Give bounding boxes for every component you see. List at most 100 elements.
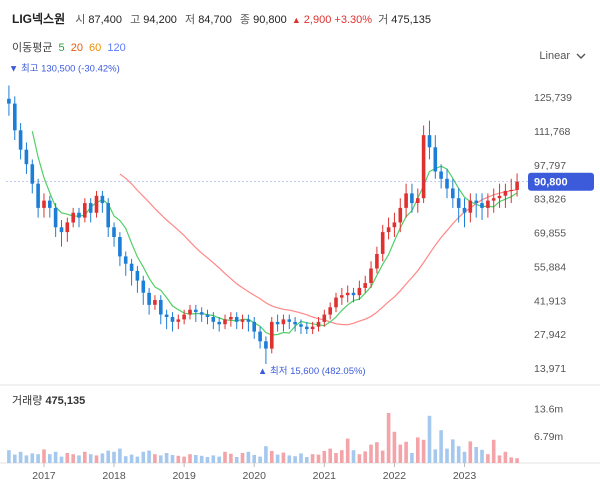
volume-bar	[451, 439, 455, 463]
candle-body	[281, 319, 286, 325]
volume-bar	[30, 453, 35, 463]
candle-body	[264, 341, 268, 349]
candle-body	[445, 178, 449, 189]
candle-body	[112, 227, 116, 237]
volume-bar	[392, 431, 397, 463]
volume-bar	[416, 437, 420, 463]
volume-panel-value: 475,135	[45, 395, 86, 407]
volume-bar	[351, 450, 356, 463]
volume-bar	[88, 454, 93, 463]
candle-body	[421, 135, 426, 199]
volume-bar	[380, 450, 385, 463]
ma-5: 5	[58, 42, 65, 54]
y-tick-label: 125,739	[534, 92, 572, 104]
volume-panel-title: 거래량 475,135	[12, 392, 85, 408]
candle-body	[182, 314, 186, 320]
volume-bar	[170, 455, 175, 463]
volume-bar	[77, 455, 81, 463]
volume-bar	[375, 442, 379, 463]
candle-body	[246, 319, 251, 322]
candle-body	[159, 300, 163, 315]
candle-body	[135, 270, 140, 281]
y-tick-label: 55,884	[534, 261, 566, 273]
x-tick-label: 2017	[32, 470, 56, 482]
candle-body	[240, 319, 245, 322]
high-label: 고	[130, 14, 141, 26]
volume-bar	[7, 450, 11, 463]
candle-body	[340, 295, 344, 298]
candle-body	[480, 203, 484, 208]
candle-body	[59, 227, 64, 233]
candle-body	[351, 292, 356, 296]
volume-bar	[509, 457, 513, 463]
candle-body	[491, 198, 496, 201]
low-label: 저	[185, 14, 196, 26]
candle-body	[211, 317, 216, 322]
candle-body	[398, 207, 403, 223]
candle-body	[427, 135, 432, 148]
candle-body	[153, 300, 157, 305]
open-value: 87,400	[88, 14, 123, 26]
volume-panel-label: 거래량	[12, 395, 43, 407]
candle-body	[305, 326, 309, 330]
candle-body	[217, 321, 221, 325]
volume-bar	[118, 448, 122, 463]
candle-body	[65, 222, 70, 233]
candle-body	[369, 268, 373, 283]
volume-bar	[176, 455, 181, 463]
volume-bar	[24, 455, 29, 463]
volume-bar	[398, 444, 403, 463]
candle-body	[258, 331, 262, 342]
volume-bar	[240, 453, 245, 463]
candle-body	[357, 287, 362, 296]
scale-label: Linear	[539, 50, 570, 62]
volume-label: 거	[378, 14, 389, 26]
candle-body	[118, 237, 122, 257]
volume-bar	[480, 449, 484, 463]
volume-bar	[194, 455, 198, 463]
candle-body	[439, 171, 443, 179]
high-value: 94,200	[143, 14, 177, 26]
moving-average-label: 이동평균	[12, 42, 53, 54]
candle-body	[503, 190, 508, 196]
y-tick-label: 41,913	[534, 295, 566, 307]
candle-body	[486, 200, 490, 208]
volume-bar	[18, 451, 23, 463]
volume-bar	[468, 441, 473, 463]
scale-dropdown[interactable]: Linear	[539, 50, 586, 62]
x-tick-label: 2018	[102, 470, 126, 482]
volume-bar	[462, 451, 467, 463]
candle-body	[345, 292, 350, 296]
high-annotation: ▼ 최고 130,500 (-30.42%)	[9, 63, 120, 74]
ma20-line	[119, 173, 518, 326]
volume-bar	[147, 450, 151, 463]
x-tick-label: 2020	[243, 470, 267, 482]
candle-body	[77, 212, 81, 218]
volume-bar	[357, 454, 362, 463]
candle-body	[386, 227, 391, 233]
y-tick-label: 13,971	[534, 363, 566, 375]
moving-average-legend[interactable]: 이동평균 5 20 60 120	[12, 39, 129, 55]
volume-bar	[83, 451, 87, 463]
volume-bar	[153, 454, 157, 463]
volume-bar	[135, 456, 140, 463]
candle-body	[328, 307, 332, 315]
volume-bar	[421, 439, 426, 463]
volume-bar	[100, 453, 105, 463]
change-arrow: ▲	[291, 15, 301, 25]
close-label: 종	[239, 14, 251, 26]
candle-body	[509, 190, 513, 191]
candle-body	[18, 130, 23, 150]
candle-body	[106, 203, 110, 228]
volume-bar	[340, 450, 344, 463]
candle-body	[100, 195, 105, 204]
volume-bar	[275, 454, 280, 463]
candle-body	[252, 321, 256, 332]
ma-120: 120	[107, 42, 126, 54]
candle-body	[404, 193, 408, 208]
candle-body	[36, 183, 40, 208]
volume-bar	[433, 449, 438, 463]
volume-bar	[71, 454, 75, 463]
volume-bar	[486, 454, 490, 463]
